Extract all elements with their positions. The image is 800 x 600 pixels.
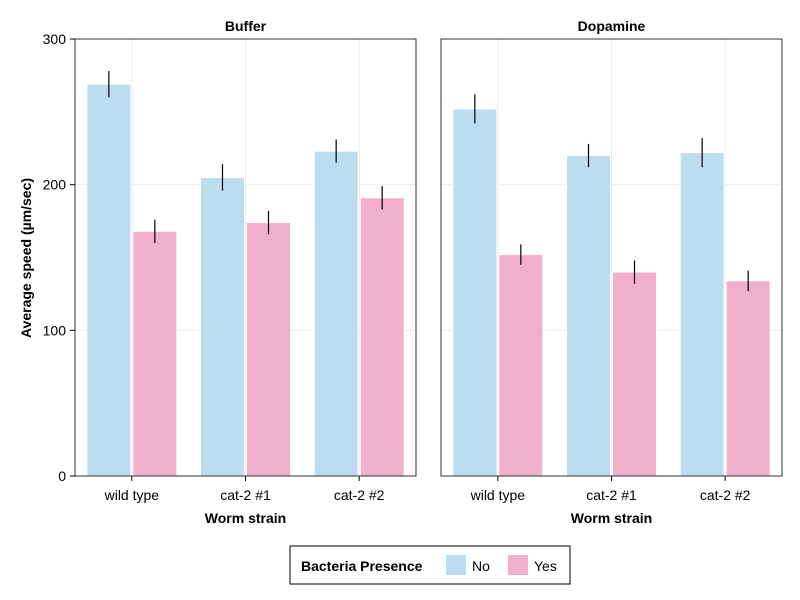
y-axis-title: Average speed (µm/sec) [18, 178, 34, 338]
bar-no [200, 176, 245, 477]
y-tick-label: 0 [58, 468, 66, 484]
bar-no [452, 108, 498, 477]
legend-label-no: No [472, 558, 490, 574]
bar-no [679, 152, 725, 477]
bar-yes [246, 222, 291, 477]
y-tick-label: 200 [43, 177, 67, 193]
legend-swatch-yes [508, 555, 528, 575]
x-tick-label: cat-2 #2 [334, 487, 385, 503]
y-tick-label: 300 [43, 31, 67, 47]
panel-title: Dopamine [578, 18, 646, 34]
panel-frame [440, 38, 783, 477]
x-tick-label: cat-2 #1 [220, 487, 271, 503]
bar-yes [612, 271, 657, 477]
bar-no [86, 83, 132, 477]
bar-yes [498, 254, 544, 477]
legend-swatch-no [446, 555, 466, 575]
x-axis-title: Worm strain [205, 510, 286, 526]
bar-no [313, 150, 359, 477]
bar-no [566, 155, 611, 477]
panel-frame [74, 38, 417, 477]
x-tick-label: cat-2 #1 [586, 487, 637, 503]
legend-label-yes: Yes [534, 558, 557, 574]
plot-area: wild type cat-2 #1 cat-2 #2 Buffer Worm stra… [43, 18, 783, 526]
panel-dopamine: wild type cat-2 #1 cat-2 #2 Dopamine Worm st… [440, 18, 783, 526]
bar-yes [359, 197, 405, 477]
x-tick-label: cat-2 #2 [700, 487, 751, 503]
x-tick-label: wild type [104, 487, 160, 503]
x-axis-title: Worm strain [571, 510, 652, 526]
legend-title: Bacteria Presence [301, 558, 423, 574]
bar-yes [725, 280, 771, 477]
panel-title: Buffer [225, 18, 267, 34]
legend: Bacteria Presence No Yes [289, 545, 571, 585]
x-tick-label: wild type [470, 487, 526, 503]
panel-buffer: wild type cat-2 #1 cat-2 #2 Buffer Worm stra… [74, 18, 417, 526]
bar-yes [132, 230, 178, 477]
y-tick-label: 100 [43, 322, 67, 338]
